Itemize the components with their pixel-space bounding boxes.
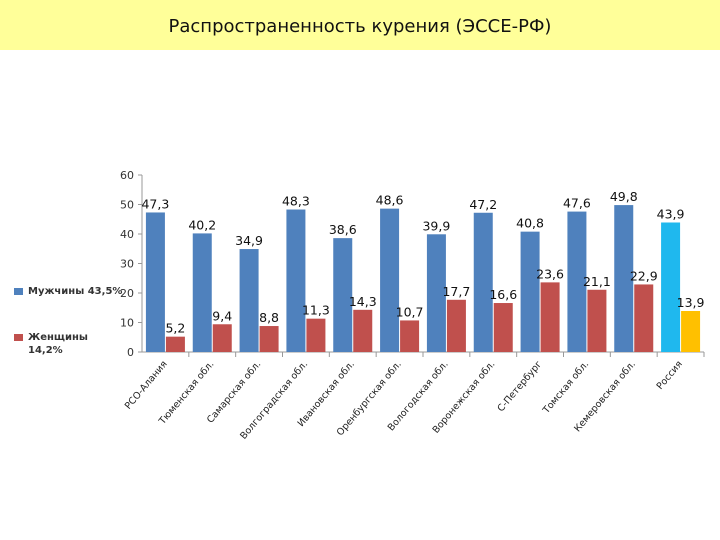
bar-women — [353, 309, 373, 352]
data-label-women: 23,6 — [536, 266, 564, 281]
data-label-women: 10,7 — [396, 304, 424, 319]
bar-women — [634, 284, 654, 352]
y-tick-label: 0 — [127, 346, 134, 359]
data-label-men: 47,6 — [563, 196, 591, 211]
bar-men — [426, 234, 446, 352]
category-label: С-Петербург — [495, 359, 544, 414]
bar-women — [212, 324, 232, 352]
bar-men — [239, 249, 259, 352]
data-label-women: 14,3 — [349, 294, 377, 309]
data-label-women: 13,9 — [677, 295, 705, 310]
data-label-women: 5,2 — [165, 321, 185, 336]
data-label-men: 34,9 — [235, 233, 263, 248]
data-label-women: 8,8 — [259, 310, 279, 325]
category-label: Томская обл. — [540, 359, 591, 417]
page-title: Распространенность курения (ЭССЕ-РФ) — [168, 16, 552, 37]
y-tick-label: 50 — [120, 199, 134, 212]
bar-men — [567, 211, 587, 352]
category-label: РСО-Алания — [123, 359, 170, 412]
legend-label-women-pct: 14,2% — [28, 345, 63, 356]
category-label: Россия — [655, 359, 685, 392]
bar-women — [681, 310, 701, 352]
data-label-men: 43,9 — [657, 206, 685, 221]
bar-men — [286, 209, 306, 352]
title-bar — [0, 0, 720, 50]
data-label-men: 48,3 — [282, 194, 310, 209]
bar-men — [661, 222, 681, 352]
bar-women — [259, 326, 279, 352]
legend-label-women: Женщины — [28, 332, 88, 343]
y-tick-label: 40 — [120, 228, 134, 241]
bar-men — [145, 212, 165, 352]
data-label-men: 47,2 — [469, 197, 497, 212]
y-tick-label: 60 — [120, 169, 134, 182]
data-label-women: 16,6 — [489, 287, 517, 302]
data-label-men: 47,3 — [141, 196, 169, 211]
data-label-men: 48,6 — [376, 193, 404, 208]
bar-men — [380, 208, 400, 352]
data-label-women: 17,7 — [442, 284, 470, 299]
data-label-men: 39,9 — [422, 218, 450, 233]
data-label-men: 40,2 — [188, 217, 216, 232]
bar-men — [520, 231, 540, 352]
data-label-men: 40,8 — [516, 216, 544, 231]
bar-women — [400, 320, 420, 352]
bar-women — [446, 299, 466, 352]
data-label-women: 21,1 — [583, 274, 611, 289]
legend-item-women: Женщины 14,2% — [14, 331, 126, 357]
bar-men — [333, 238, 353, 352]
bar-women — [493, 303, 513, 352]
data-label-men: 49,8 — [610, 189, 638, 204]
legend-swatch-women — [14, 334, 23, 341]
data-label-women: 22,9 — [630, 268, 658, 283]
bar-men — [614, 205, 634, 352]
y-tick-label: 30 — [120, 258, 134, 271]
data-label-women: 11,3 — [302, 303, 330, 318]
data-label-women: 9,4 — [212, 308, 232, 323]
legend-swatch-men — [14, 288, 23, 295]
chart-legend: Мужчины 43,5% Женщины 14,2% — [14, 285, 126, 357]
bar-men — [192, 233, 212, 352]
bar-women — [587, 289, 607, 352]
bar-women — [306, 318, 326, 352]
legend-label-men: Мужчины 43,5% — [28, 286, 123, 297]
bar-women — [540, 282, 560, 352]
data-label-men: 38,6 — [329, 222, 357, 237]
legend-item-men: Мужчины 43,5% — [14, 285, 126, 298]
y-tick-label: 10 — [120, 317, 134, 330]
bar-men — [473, 212, 493, 352]
y-tick-label: 20 — [120, 287, 134, 300]
bar-women — [165, 336, 185, 352]
